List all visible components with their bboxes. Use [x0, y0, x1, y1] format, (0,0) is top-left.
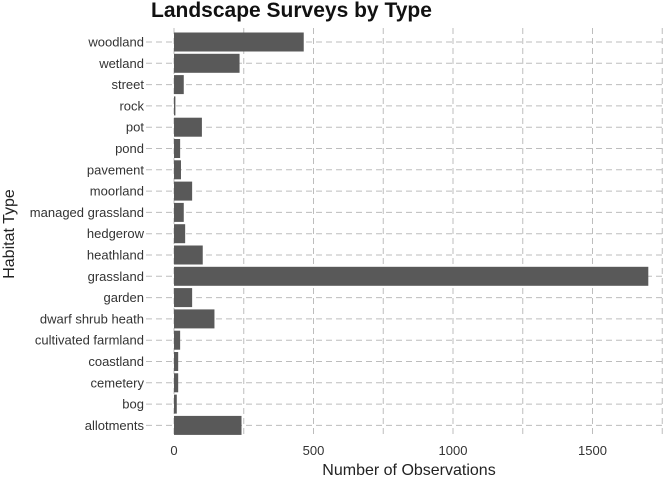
bar-cemetery	[174, 373, 179, 393]
bar-garden	[174, 288, 193, 308]
y-tick-label: coastland	[88, 354, 144, 369]
chart-title: Landscape Surveys by Type	[151, 0, 432, 22]
bars	[174, 32, 649, 435]
y-tick-label: bog	[122, 397, 144, 412]
y-tick-label: street	[111, 77, 144, 92]
bar-hedgerow	[174, 224, 186, 244]
bar-heathland	[174, 245, 203, 265]
y-axis-title: Habitat Type	[1, 189, 18, 279]
bar-pond	[174, 139, 181, 158]
y-tick-label: grassland	[88, 269, 144, 284]
y-tick-label: woodland	[87, 35, 144, 50]
bar-rock	[174, 96, 176, 116]
x-tick-label: 1500	[578, 443, 607, 458]
y-tick-label: pond	[115, 141, 144, 156]
x-tick-labels: 0 500 1000 1500	[170, 443, 607, 458]
x-gridlines	[173, 28, 663, 438]
x-tick-label: 0	[170, 443, 177, 458]
bar-pot	[174, 117, 202, 137]
y-tick-label: moorland	[90, 184, 144, 199]
y-tick-label: heathland	[87, 248, 144, 263]
bar-street	[174, 75, 184, 95]
x-axis-title: Number of Observations	[322, 462, 495, 479]
y-tick-label: allotments	[85, 418, 145, 433]
bar-moorland	[174, 181, 193, 201]
y-tick-label: hedgerow	[87, 226, 145, 241]
bar-dwarf-shrub-heath	[174, 309, 215, 329]
y-tick-labels: woodland wetland street rock pot pond pavement…	[30, 35, 145, 433]
bar-wetland	[174, 53, 240, 73]
y-tick-label: pot	[126, 120, 144, 135]
y-tick-label: rock	[119, 98, 144, 113]
bar-bog	[174, 394, 177, 414]
bar-allotments	[174, 415, 242, 435]
bar-coastland	[174, 352, 179, 371]
y-tick-label: cultivated farmland	[35, 333, 144, 348]
bar-pavement	[174, 160, 181, 180]
bar-managed-grassland	[174, 202, 184, 222]
x-tick-label: 1000	[439, 443, 468, 458]
bar-woodland	[174, 32, 304, 52]
y-tick-label: wetland	[98, 56, 144, 71]
bar-grassland	[174, 266, 649, 286]
y-tick-label: pavement	[87, 162, 144, 177]
y-tick-label: managed grassland	[30, 205, 144, 220]
x-tick-label: 500	[303, 443, 325, 458]
y-tick-label: garden	[104, 290, 144, 305]
y-gridlines	[146, 41, 666, 426]
y-tick-label: dwarf shrub heath	[40, 311, 144, 326]
y-tick-label: cemetery	[91, 375, 145, 390]
bar-cultivated-farmland	[174, 330, 181, 350]
